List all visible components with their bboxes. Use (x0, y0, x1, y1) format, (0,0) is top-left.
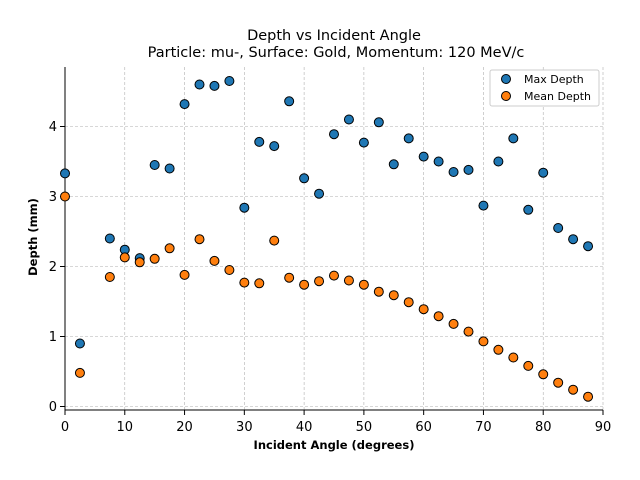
max-depth-point (343, 114, 354, 125)
max-depth-point (478, 200, 489, 211)
mean-depth-point (314, 276, 325, 287)
max-depth-point (74, 338, 85, 349)
max-depth-point (403, 133, 414, 144)
x-tick-label: 40 (296, 420, 313, 435)
x-tick-label: 10 (117, 420, 134, 435)
max-depth-point (433, 156, 444, 167)
max-depth-point (523, 204, 534, 215)
x-tick-label: 60 (415, 420, 432, 435)
x-tick-label: 20 (176, 420, 193, 435)
mean-depth-point (104, 272, 115, 282)
max-depth-point (179, 99, 190, 110)
max-depth-point (568, 234, 579, 245)
max-depth-point (60, 168, 70, 179)
max-depth-point (583, 241, 594, 252)
legend-box (489, 69, 600, 107)
mean-depth-point (239, 277, 250, 288)
y-tick-label: 0 (49, 400, 57, 415)
y-axis-label: Depth (mm) (26, 198, 40, 276)
legend: Max Depth Mean Depth (489, 69, 600, 107)
grid-lines (64, 67, 604, 410)
mean-depth-point (493, 344, 504, 355)
mean-depth-point (523, 360, 534, 371)
x-tick-label: 90 (595, 420, 612, 435)
x-tick-label: 70 (475, 420, 492, 435)
mean-depth-point (269, 235, 280, 246)
mean-depth-point (478, 336, 489, 347)
max-depth-point (508, 133, 519, 144)
max-depth-point (388, 159, 399, 170)
max-depth-point (493, 156, 504, 167)
mean-depth-point (538, 369, 549, 380)
mean-depth-point (254, 278, 265, 289)
mean-depth-point (463, 326, 474, 337)
max-depth-point (358, 137, 369, 148)
mean-depth-point (119, 252, 130, 263)
mean-depth-point (403, 297, 414, 308)
y-tick-label: 4 (49, 120, 57, 135)
mean-depth-point (224, 265, 235, 275)
legend-label-max-depth: Max Depth (524, 73, 584, 86)
chart-title: Depth vs Incident Angle (247, 28, 421, 44)
legend-label-mean-depth: Mean Depth (524, 90, 591, 103)
mean-depth-point (448, 318, 459, 329)
mean-depth-point (194, 234, 205, 245)
max-depth-point (373, 117, 384, 128)
mean-depth-point (373, 286, 384, 297)
x-tick-label: 0 (61, 420, 69, 435)
mean-depth-point (418, 304, 429, 315)
max-depth-point (538, 167, 549, 178)
mean-depth-point (164, 243, 175, 254)
max-depth-point (553, 223, 564, 233)
max-depth-point (164, 163, 175, 174)
max-depth-point (329, 129, 339, 140)
mean-depth-point (60, 191, 70, 202)
mean-depth-point (358, 279, 369, 290)
mean-depth-point (209, 255, 220, 266)
legend-marker-max-depth (501, 74, 511, 84)
mean-depth-point (568, 384, 579, 395)
max-depth-point (194, 79, 205, 90)
legend-marker-mean-depth (501, 91, 511, 101)
data-points (60, 76, 594, 402)
y-tick-label: 2 (49, 260, 57, 275)
max-depth-point (224, 76, 235, 86)
max-depth-point (254, 136, 265, 147)
max-depth-point (149, 160, 160, 170)
mean-depth-point (388, 290, 399, 301)
axes: 0 10 20 30 40 50 60 70 80 90 0 1 2 3 4 (49, 67, 612, 435)
max-depth-point (418, 151, 429, 162)
x-tick-label: 50 (356, 420, 373, 435)
mean-depth-point (553, 377, 564, 388)
max-depth-point (448, 167, 459, 177)
mean-depth-point (299, 279, 310, 290)
max-depth-point (299, 173, 310, 184)
mean-depth-point (149, 253, 160, 264)
x-tick-label: 30 (236, 420, 253, 435)
chart-subtitle: Particle: mu-, Surface: Gold, Momentum: … (148, 45, 525, 61)
mean-depth-point (134, 257, 145, 268)
mean-depth-point (179, 269, 190, 280)
max-depth-point (104, 233, 115, 244)
max-depth-point (314, 188, 325, 199)
max-depth-point (269, 141, 280, 152)
y-tick-label: 3 (49, 190, 57, 205)
x-axis-label: Incident Angle (degrees) (254, 438, 415, 452)
mean-depth-point (433, 311, 444, 322)
max-depth-point (209, 80, 220, 91)
max-depth-point (284, 96, 295, 107)
mean-depth-point (74, 367, 85, 378)
mean-depth-point (508, 352, 519, 363)
max-depth-point (239, 202, 250, 213)
mean-depth-point (343, 275, 354, 286)
mean-depth-point (329, 270, 339, 281)
y-tick-label: 1 (49, 330, 57, 345)
max-depth-point (463, 164, 474, 175)
mean-depth-point (284, 272, 295, 283)
x-tick-label: 80 (535, 420, 552, 435)
mean-depth-point (583, 391, 594, 402)
